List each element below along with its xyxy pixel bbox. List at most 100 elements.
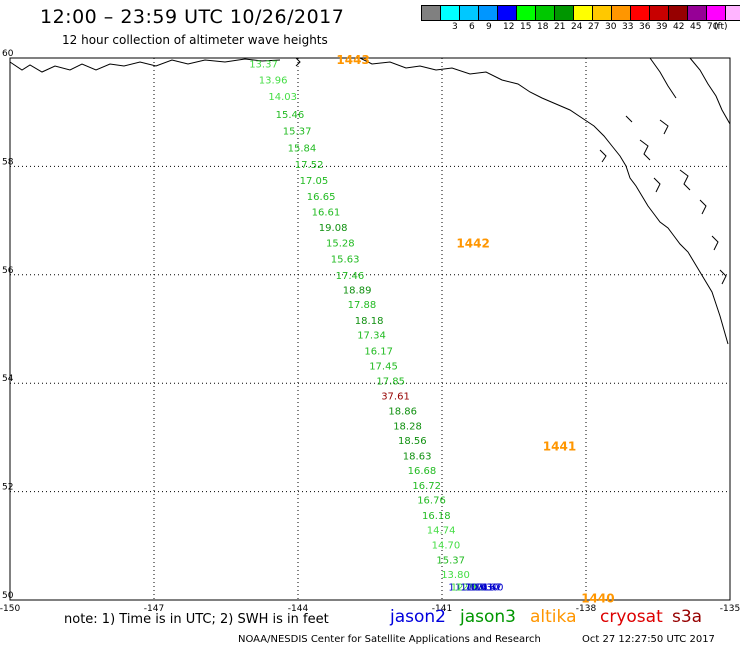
swh-value-label: 19.08: [319, 223, 348, 234]
swh-value-label: 16.61: [312, 207, 341, 218]
legend-color-swatch: [497, 5, 517, 21]
satellite-legend-jason3: jason3: [460, 607, 516, 627]
legend-bin-label: 9: [486, 22, 492, 32]
footer-note: note: 1) Time is in UTC; 2) SWH is in fe…: [64, 612, 329, 627]
swh-value-label: 17.52: [295, 160, 324, 171]
satellite-legend-jason2: jason2: [390, 607, 446, 627]
legend-bin-label: 6: [469, 22, 475, 32]
swh-value-label: 10.40: [475, 582, 504, 593]
lat-tick-label: 60: [2, 49, 14, 59]
swh-value-label: 16.18: [422, 511, 451, 522]
swh-value-label: 9.67: [480, 582, 502, 593]
legend-color-swatch: [611, 5, 631, 21]
legend-bin-label: 15: [520, 22, 532, 32]
swh-value-label: 12.31: [456, 582, 485, 593]
legend-bin-label: 33: [622, 22, 634, 32]
legend-color-swatch: [516, 5, 536, 21]
swh-value-label: 17.85: [376, 376, 405, 387]
swh-value-label: 14.03: [268, 92, 297, 103]
pass-number-label: 1442: [456, 236, 489, 250]
pass-number-label: 1441: [543, 440, 576, 454]
pass-number-label: 1443: [336, 53, 369, 67]
lat-tick-label: 58: [2, 157, 14, 167]
legend-bin-label: 24: [571, 22, 583, 32]
legend-color-swatch: [725, 5, 740, 21]
swh-value-label: 16.17: [364, 347, 393, 358]
swh-value-label: 15.63: [331, 255, 360, 266]
swh-value-label: 13.80: [441, 570, 470, 581]
alaska-coastline: [9, 57, 731, 345]
legend-color-swatch: [706, 5, 726, 21]
legend-color-swatch: [592, 5, 612, 21]
lat-lon-grid: [10, 58, 730, 600]
swh-value-label: 17.05: [300, 176, 329, 187]
axis-labels: -150 -147 -144 -141 -138 -135 50 52 54 56 58 60: [0, 49, 740, 614]
color-scale-labels: 3 6 9 12 15 18 21 24 27 30 33 36 39 42 45 70 (ft): [422, 22, 740, 36]
swh-value-label: 14.74: [427, 526, 456, 537]
coastline-islands: [599, 115, 727, 285]
coastline-gulf: [295, 57, 729, 345]
swh-value-label: 18.89: [343, 285, 372, 296]
map-frame: [9, 57, 731, 601]
swh-value-label: 18.63: [403, 451, 432, 462]
swh-value-label: 37.61: [381, 392, 410, 403]
lat-tick-label: 50: [2, 591, 14, 601]
legend-color-swatch: [573, 5, 593, 21]
swh-value-label: 14.70: [432, 541, 461, 552]
pass-labels: 1443 1442 1441 1440: [336, 53, 614, 605]
legend-bin-label: 30: [605, 22, 617, 32]
legend-color-swatch: [630, 5, 650, 21]
swh-value-label: 18.28: [393, 421, 422, 432]
legend-color-swatch: [649, 5, 669, 21]
lon-tick-label: -138: [576, 604, 597, 614]
swh-value-label: 13.96: [259, 76, 288, 87]
swh-value-label: 17.45: [369, 361, 398, 372]
swh-value-label: 11.70: [448, 582, 477, 593]
coastline-inland: [649, 57, 731, 125]
map-title: 12:00 – 23:59 UTC 10/26/2017: [40, 6, 345, 28]
generated-timestamp: Oct 27 12:27:50 UTC 2017: [582, 634, 715, 645]
swh-value-label: 16.72: [412, 481, 441, 492]
legend-bin-label: 36: [639, 22, 651, 32]
color-scale-legend: [421, 5, 740, 21]
swh-value-label: 10.30: [470, 582, 499, 593]
legend-color-swatch: [687, 5, 707, 21]
lon-tick-label: -141: [432, 604, 452, 614]
swh-value-label: 17.88: [348, 300, 377, 311]
legend-color-swatch: [440, 5, 460, 21]
satellite-legend-cryosat: cryosat: [600, 607, 663, 627]
swh-value-label: 15.84: [288, 143, 317, 154]
swh-value-label: 16.65: [307, 192, 336, 203]
legend-color-swatch: [554, 5, 574, 21]
lat-tick-label: 54: [2, 374, 14, 384]
swh-value-label: 18.86: [388, 406, 417, 417]
legend-bin-label: 21: [554, 22, 566, 32]
legend-color-swatch: [459, 5, 479, 21]
legend-bin-label: 12: [503, 22, 515, 32]
lon-tick-label: -147: [144, 604, 164, 614]
swh-value-label: 10.41: [465, 582, 494, 593]
satellite-legend-s3a: s3a: [672, 607, 703, 627]
swh-value-label: 16.68: [408, 466, 437, 477]
legend-bin-label: 3: [452, 22, 458, 32]
lon-tick-label: -150: [0, 604, 20, 614]
swh-value-label: 18.18: [355, 316, 384, 327]
legend-bin-label: 27: [588, 22, 600, 32]
lon-tick-label: -135: [720, 604, 740, 614]
swh-value-label: 13.37: [249, 59, 278, 70]
swh-value-label: 15.46: [276, 110, 305, 121]
legend-bin-label: 18: [537, 22, 549, 32]
map-subtitle: 12 hour collection of altimeter wave hei…: [62, 33, 328, 47]
swh-value-label: 17.46: [336, 271, 365, 282]
legend-color-swatch: [421, 5, 441, 21]
legend-color-swatch: [535, 5, 555, 21]
swh-value-label: 15.37: [283, 127, 312, 138]
lat-tick-label: 52: [2, 483, 13, 493]
pass-number-label: 1440: [581, 591, 614, 605]
credit-line: NOAA/NESDIS Center for Satellite Applica…: [238, 634, 541, 645]
swh-value-label: 18.56: [398, 436, 427, 447]
swh-value-label: 17.34: [357, 330, 386, 341]
swh-value-label: 11.71: [460, 582, 489, 593]
swh-value-label: 15.37: [436, 555, 465, 566]
